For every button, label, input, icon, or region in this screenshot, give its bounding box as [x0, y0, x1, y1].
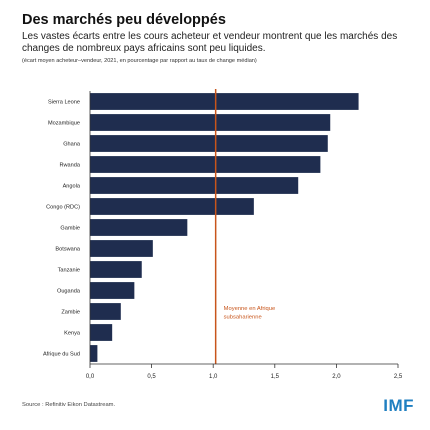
- category-label: Botswana: [55, 247, 80, 253]
- x-tick-label: 0,5: [147, 374, 156, 380]
- category-label: Angola: [63, 184, 81, 190]
- category-label: Congo (RDC): [46, 205, 80, 211]
- bar: [90, 324, 113, 341]
- bar: [90, 345, 98, 362]
- category-label: Gambie: [60, 226, 80, 232]
- x-tick-label: 2,0: [332, 374, 341, 380]
- bar: [90, 114, 331, 131]
- chart-title: Des marchés peu développés: [22, 12, 226, 28]
- reference-line-label: Moyenne en Afrique: [224, 306, 276, 312]
- bar: [90, 261, 142, 278]
- bar-chart: Sierra Leone Mozambique Ghana Rwanda Angola C…: [43, 89, 403, 380]
- bar: [90, 219, 188, 236]
- category-label: Tanzanie: [58, 268, 80, 274]
- source-note: Source : Refinitiv Eikon Datastream.: [22, 402, 116, 408]
- x-tick-label: 1,0: [209, 374, 218, 380]
- category-label: Afrique du Sud: [43, 352, 80, 358]
- bar: [90, 303, 121, 320]
- bar: [90, 156, 321, 173]
- category-label: Sierra Leone: [48, 100, 80, 106]
- chart-note: (écart moyen acheteur–vendeur, 2021, en …: [22, 58, 257, 64]
- bar: [90, 135, 328, 152]
- bar: [90, 240, 153, 257]
- category-label: Ghana: [63, 142, 81, 148]
- bar: [90, 177, 299, 194]
- category-label: Mozambique: [48, 121, 80, 127]
- bar: [90, 93, 359, 110]
- bar: [90, 282, 135, 299]
- x-tick-label: 0,0: [86, 374, 95, 380]
- category-label: Rwanda: [59, 163, 80, 169]
- imf-logo: IMF: [383, 396, 414, 415]
- category-label: Ouganda: [57, 289, 81, 295]
- x-tick-label: 1,5: [271, 374, 280, 380]
- category-label: Kenya: [64, 331, 81, 337]
- chart-subtitle: Les vastes écarts entre les cours achete…: [22, 31, 398, 54]
- bar: [90, 198, 254, 215]
- reference-line-label: subsaharienne: [224, 315, 262, 321]
- category-label: Zambie: [61, 310, 80, 316]
- x-tick-label: 2,5: [394, 374, 403, 380]
